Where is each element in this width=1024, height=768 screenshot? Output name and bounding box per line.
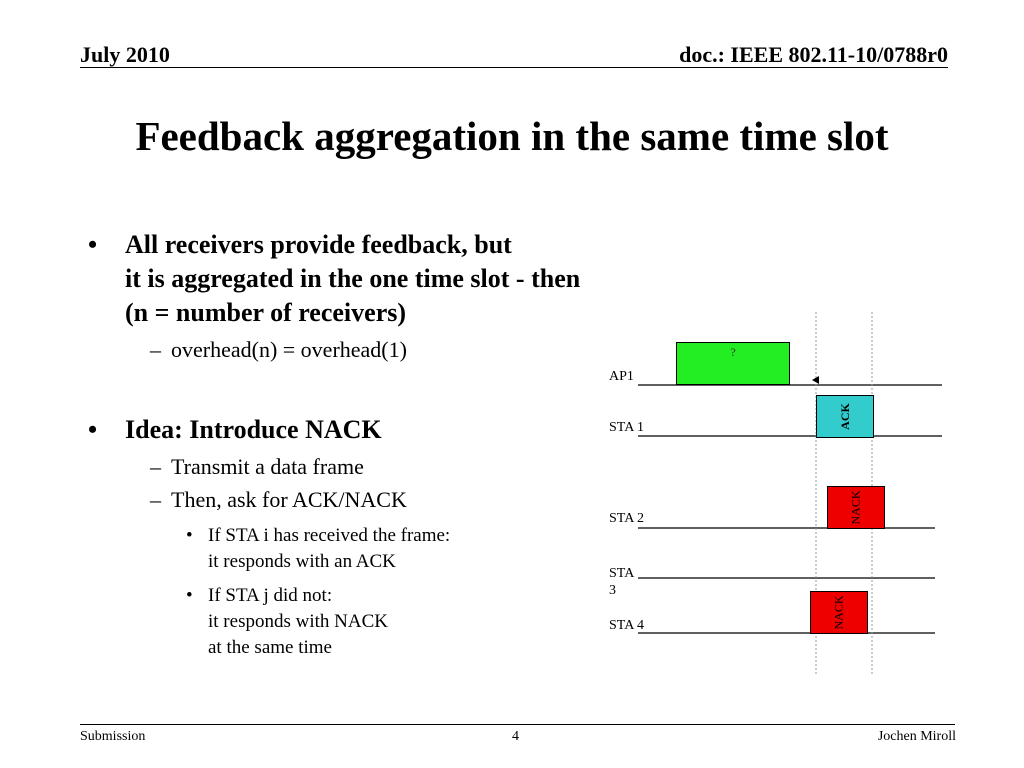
- bullet-line: If STA i has received the frame:: [208, 525, 451, 546]
- bullet-item: All receivers provide feedback, but it is…: [88, 228, 581, 330]
- header-doc: doc.: IEEE 802.11-10/0788r0: [679, 42, 948, 67]
- nack-frame: NACK: [827, 486, 885, 529]
- lane-label: AP1: [609, 369, 634, 384]
- bullet-line: (n = number of receivers): [125, 298, 407, 327]
- bullet-item: Then, ask for ACK/NACK: [150, 486, 407, 514]
- page-number: 4: [512, 729, 519, 744]
- header-date: July 2010: [80, 42, 170, 67]
- bullet-line: overhead(n) = overhead(1): [171, 337, 407, 362]
- bullet-line: it responds with an ACK: [208, 551, 396, 572]
- arrow-head: [812, 376, 819, 384]
- bullet-line: it is aggregated in the one time slot - …: [125, 264, 581, 293]
- bullet-item: overhead(n) = overhead(1): [150, 336, 407, 364]
- header-rule: [80, 67, 948, 68]
- footer-author: Jochen Miroll: [877, 729, 956, 744]
- bullet-line: Then, ask for ACK/NACK: [171, 487, 407, 512]
- bullet-line: Transmit a data frame: [171, 454, 364, 479]
- bullet-line: it responds with NACK: [208, 611, 388, 632]
- bullet-line: All receivers provide feedback, but: [125, 230, 512, 259]
- nack-frame: NACK: [810, 591, 868, 634]
- bullet-item: If STA i has received the frame: it respo…: [186, 523, 451, 575]
- lane-label: STA 3: [609, 566, 634, 598]
- bullet-item: If STA j did not: it responds with NACK at…: [186, 583, 388, 661]
- frame-label: ACK: [837, 403, 852, 430]
- bullet-line: at the same time: [208, 637, 332, 658]
- lane-lines: [638, 384, 942, 634]
- footer-rule: [80, 724, 955, 725]
- lane-label: STA 4: [609, 618, 645, 633]
- frame-label: ?: [730, 345, 736, 359]
- frame-label: NACK: [831, 595, 846, 630]
- bullet-line: If STA j did not:: [208, 585, 333, 606]
- ack-frame: ACK: [816, 395, 874, 438]
- bullet-line: Idea: Introduce NACK: [125, 415, 382, 444]
- bullet-item: Transmit a data frame: [150, 453, 364, 481]
- bullet-item: Idea: Introduce NACK: [88, 413, 382, 447]
- data-frame: ?: [676, 342, 790, 385]
- slide-title: Feedback aggregation in the same time sl…: [135, 113, 889, 159]
- lane-label: STA 1: [609, 420, 645, 435]
- frame-label: NACK: [848, 490, 863, 525]
- footer-left: Submission: [80, 729, 146, 744]
- lane-label: STA 2: [609, 511, 645, 526]
